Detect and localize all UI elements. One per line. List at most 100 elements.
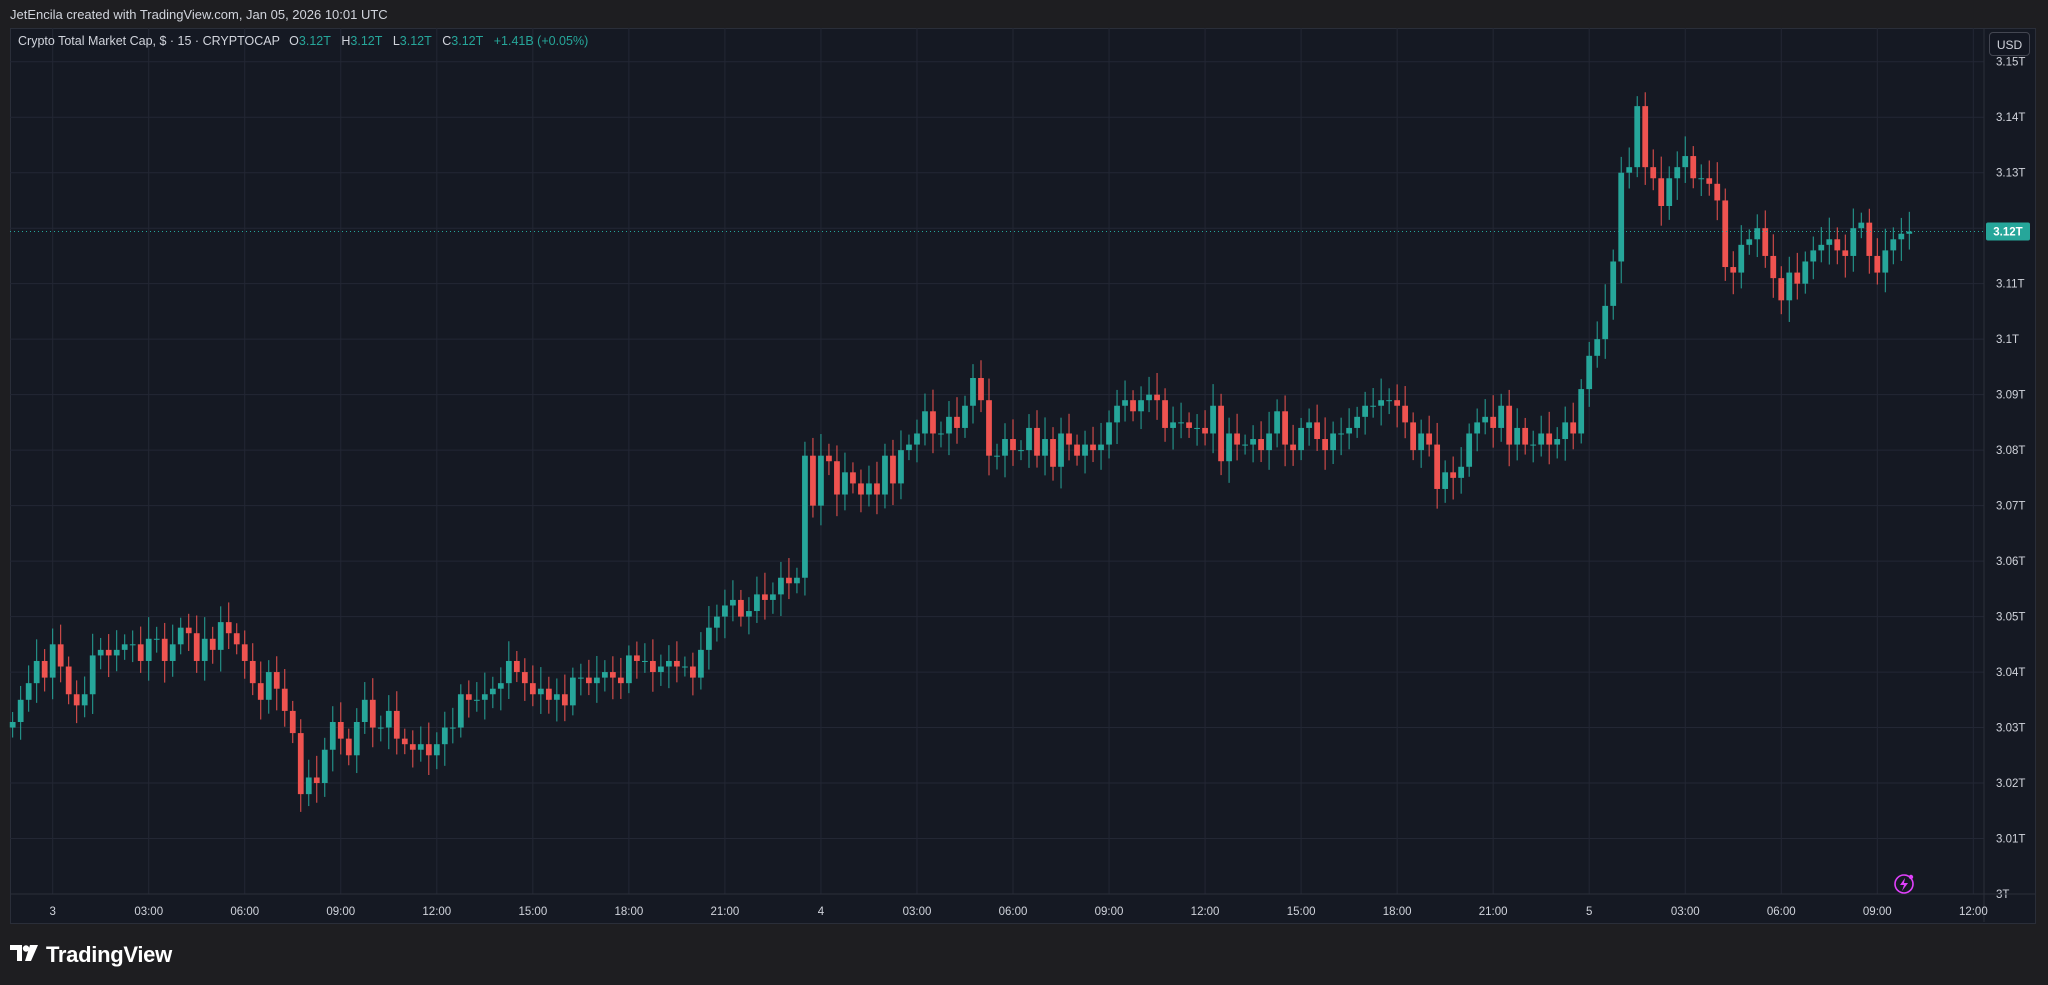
candle-body (770, 594, 776, 600)
candle (425, 722, 432, 775)
candle-body (722, 605, 728, 617)
time-tick-label: 18:00 (1383, 906, 1412, 918)
candle (938, 421, 944, 448)
candle-body (409, 744, 416, 750)
candle-body (609, 672, 616, 678)
candle (345, 728, 352, 766)
candle (569, 667, 576, 716)
candle (1226, 417, 1232, 483)
candle (1290, 424, 1296, 466)
candle (241, 630, 248, 679)
candle-body (1234, 433, 1240, 445)
candle-body (1042, 439, 1048, 456)
candle (137, 626, 144, 673)
price-tick-label: 3.06T (1996, 556, 2025, 568)
candle-body (834, 461, 840, 495)
candle-body (1658, 178, 1665, 206)
candle (1154, 373, 1160, 420)
candle-body (1810, 250, 1817, 262)
candle (1042, 417, 1048, 476)
currency-button[interactable]: USD (1989, 32, 2030, 56)
candle (1730, 251, 1737, 295)
candle (233, 623, 240, 655)
candle-body (1626, 167, 1633, 173)
candle-body (1906, 231, 1913, 234)
candle-body (313, 777, 320, 784)
time-tick-label: 4 (818, 906, 825, 918)
candle-body (738, 599, 744, 617)
candle (1330, 421, 1336, 464)
candle (497, 667, 504, 711)
candle (1250, 425, 1256, 463)
candle-body (1114, 405, 1120, 423)
candle-body (265, 672, 272, 700)
candle-body (898, 450, 904, 484)
candle (553, 678, 560, 722)
time-tick-label: 15:00 (518, 906, 547, 918)
candle-body (1762, 228, 1769, 256)
candle-body (441, 727, 448, 745)
candle (730, 580, 736, 622)
price-tick-label: 3.02T (1996, 778, 2025, 790)
candle (1794, 252, 1801, 300)
candle (1066, 413, 1072, 461)
candle-body (874, 483, 880, 495)
candle (177, 617, 184, 655)
candle (121, 634, 128, 660)
candle (369, 678, 376, 748)
candle-body (1378, 400, 1385, 406)
candle-body (201, 638, 208, 661)
candle (1170, 406, 1176, 450)
candle-body (1418, 433, 1425, 451)
candle-body (353, 722, 360, 756)
candle (1850, 208, 1857, 272)
candle (1634, 96, 1641, 178)
candle (633, 641, 640, 679)
candle-body (385, 710, 392, 728)
candle-body (1138, 400, 1144, 412)
candle-body (1554, 439, 1561, 445)
candle (185, 613, 192, 651)
candle (593, 655, 600, 703)
candle (1738, 225, 1745, 289)
candle-body (593, 677, 600, 684)
candle-body (321, 749, 328, 784)
tradingview-brand[interactable]: TradingView (10, 942, 172, 967)
candle-body (473, 699, 480, 701)
candle-body (401, 738, 408, 745)
candle-body (1514, 427, 1521, 445)
candle-body (1602, 305, 1609, 340)
candle (313, 755, 320, 803)
candle (962, 395, 968, 438)
candle (169, 624, 176, 677)
candle (658, 654, 664, 686)
lightning-bolt-icon[interactable] (1894, 874, 1914, 894)
candle (1586, 341, 1593, 407)
time-tick-label: 09:00 (326, 906, 355, 918)
candle-body (1122, 400, 1128, 406)
last-price-line: 3.12T (10, 222, 2030, 241)
candle (1642, 92, 1649, 185)
candle-body (962, 405, 968, 428)
candle (145, 617, 152, 681)
price-tick-label: 3.15T (1996, 57, 2025, 69)
candle-body (1786, 272, 1793, 301)
candle (1130, 390, 1136, 422)
time-tick-label: 06:00 (230, 906, 259, 918)
brand-name: TradingView (46, 942, 172, 967)
candle (1010, 419, 1016, 466)
candle-body (1338, 433, 1344, 435)
time-tick-label: 18:00 (614, 906, 643, 918)
chart-pane[interactable] (10, 28, 2036, 924)
candle (1874, 238, 1881, 285)
candle-body (513, 660, 520, 673)
candle-body (914, 433, 920, 445)
candle (65, 656, 72, 705)
symbol-legend[interactable]: Crypto Total Market Cap, $ · 15 · CRYPTO… (18, 34, 588, 48)
time-tick-label: 21:00 (711, 906, 740, 918)
candle (1402, 386, 1409, 439)
candle (898, 430, 904, 500)
candle-body (1570, 422, 1577, 434)
candle-body (217, 622, 224, 650)
